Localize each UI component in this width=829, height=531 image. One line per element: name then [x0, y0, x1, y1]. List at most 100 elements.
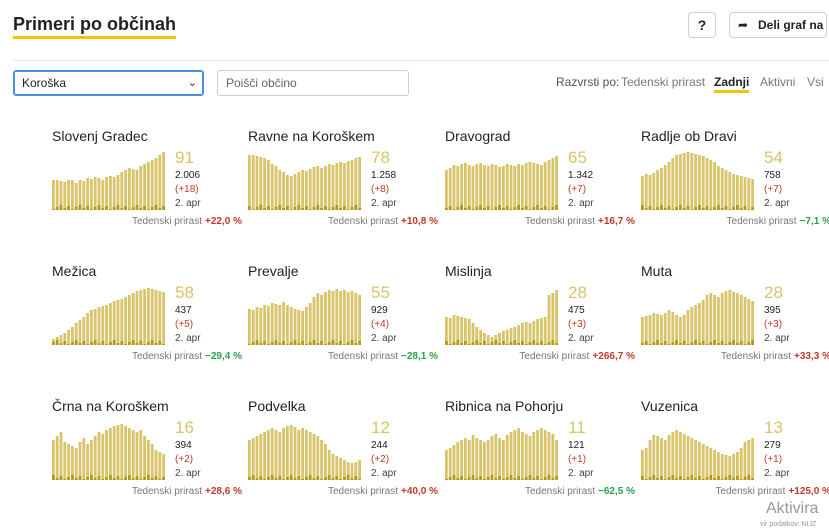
sparkline-new-bar: [131, 340, 135, 345]
sparkline-bar: [278, 170, 282, 210]
sparkline-bar: [460, 440, 463, 480]
weekly-growth-value: −28,1 %: [401, 351, 438, 362]
municipality-name: Slovenj Gradec: [52, 128, 148, 144]
sparkline-new-bar: [690, 342, 694, 345]
sparkline-new-bar: [101, 341, 105, 345]
sparkline-bar: [532, 321, 536, 345]
daily-delta-value: (+8): [371, 184, 390, 195]
sparkline-new-bar: [648, 344, 652, 345]
sparkline-new-bar: [709, 209, 713, 210]
sparkline-bar: [524, 434, 528, 480]
sparkline-new-bar: [354, 205, 358, 210]
municipality-card[interactable]: Radlje ob Dravi 54 758 (+7) 2. apr Tedenski p…: [641, 128, 829, 243]
sparkline-bar: [350, 463, 354, 480]
sparkline-bar: [90, 440, 93, 480]
sparkline-bar: [502, 166, 505, 210]
municipality-card[interactable]: Mežica 58 437 (+5) 2. apr Tedenski prirast −29…: [52, 263, 242, 378]
sparkline-bar: [67, 444, 70, 480]
sparkline-new-bar: [308, 209, 312, 210]
sparkline-bar: [743, 177, 747, 210]
sparkline-bar: [158, 291, 162, 345]
sparkline-bar: [109, 176, 112, 210]
municipality-search-input[interactable]: [217, 70, 409, 96]
sparkline-new-bar: [532, 478, 536, 480]
sparkline-new-bar: [312, 478, 316, 480]
sparkline-new-bar: [543, 206, 547, 210]
sparkline-new-bar: [74, 478, 78, 480]
sparkline-bar: [720, 168, 724, 210]
municipality-card[interactable]: Mislinja 28 475 (+3) 2. apr Tedenski prirast +…: [445, 263, 635, 378]
municipality-card[interactable]: Slovenj Gradec 91 2.006 (+18) 2. apr Tedenski…: [52, 128, 242, 243]
sparkline-bar: [464, 163, 467, 210]
sparkline-new-bar: [663, 341, 667, 345]
sparkline-new-bar: [475, 207, 479, 210]
sort-option-latest[interactable]: Zadnji: [714, 75, 750, 93]
sparkline-new-bar: [517, 205, 520, 210]
active-cases-value: 65: [568, 148, 587, 167]
municipality-card[interactable]: Podvelka 12 244 (+2) 2. apr Tedenski prirast +…: [248, 398, 438, 513]
region-select[interactable]: Koroška ⌄: [13, 70, 204, 96]
sparkline-bar: [90, 310, 93, 345]
sparkline-new-bar: [724, 477, 728, 480]
weekly-growth-value: +33,3 %: [794, 351, 829, 362]
sparkline-bar: [445, 170, 448, 210]
sparkline-new-bar: [448, 206, 452, 210]
municipality-card[interactable]: Prevalje 55 929 (+4) 2. apr Tedenski prirast −…: [248, 263, 438, 378]
sparkline-bar: [335, 456, 339, 480]
municipality-sparkline: [641, 290, 754, 345]
sparkline-bar: [354, 462, 358, 480]
sparkline-new-bar: [471, 475, 475, 480]
sparkline-bar: [452, 165, 456, 210]
sparkline-bar: [717, 297, 720, 345]
sparkline-new-bar: [675, 478, 678, 480]
sparkline-new-bar: [671, 342, 675, 345]
sort-option-active[interactable]: Aktivni: [760, 75, 796, 89]
sparkline-bar: [709, 293, 713, 345]
sparkline-bar: [162, 152, 165, 210]
help-button[interactable]: ?: [688, 12, 716, 38]
municipality-card[interactable]: Črna na Koroškem 16 394 (+2) 2. apr Tedenski …: [52, 398, 242, 513]
sparkline-new-bar: [509, 342, 513, 345]
sparkline-new-bar: [536, 476, 539, 480]
sparkline-new-bar: [486, 344, 490, 345]
municipality-card[interactable]: Vuzenica 13 279 (+1) 2. apr Tedenski prirast +…: [641, 398, 829, 513]
sparkline-bar: [135, 432, 139, 480]
sort-option-weekly-growth[interactable]: Tedenski prirast: [621, 75, 706, 89]
sparkline-bar: [701, 156, 705, 210]
sparkline-bar: [90, 179, 93, 210]
municipality-card[interactable]: Dravograd 65 1.342 (+7) 2. apr Tedenski prira…: [445, 128, 635, 243]
sort-option-all[interactable]: Vsi: [807, 75, 824, 89]
sparkline-new-bar: [274, 207, 278, 210]
share-button[interactable]: ➦ Deli graf na: [729, 12, 827, 38]
sparkline-bar: [116, 300, 120, 345]
sparkline-bar: [648, 440, 652, 480]
sparkline-new-bar: [120, 341, 124, 345]
sparkline-new-bar: [316, 205, 320, 210]
sparkline-bar: [286, 426, 289, 480]
sparkline-bar: [467, 440, 471, 480]
sparkline-new-bar: [143, 477, 146, 480]
daily-delta-value: (+1): [764, 454, 783, 465]
sparkline-new-bar: [555, 343, 558, 345]
total-cases-value: 279: [764, 440, 781, 451]
sparkline-bar: [143, 164, 146, 210]
sparkline-bar: [278, 432, 282, 480]
sparkline-new-bar: [289, 342, 293, 345]
sparkline-new-bar: [86, 206, 89, 210]
municipality-card[interactable]: Ravne na Koroškem 78 1.258 (+8) 2. apr Tedens…: [248, 128, 438, 243]
sparkline-new-bar: [675, 340, 678, 345]
municipality-card[interactable]: Muta 28 395 (+3) 2. apr Tedenski prirast +33,3…: [641, 263, 829, 378]
sparkline-bar: [720, 454, 724, 480]
municipality-card[interactable]: Ribnica na Pohorju 11 121 (+1) 2. apr Tedensk…: [445, 398, 635, 513]
total-cases-value: 1.342: [568, 170, 594, 181]
sparkline-bar: [460, 164, 463, 210]
sparkline-bar: [551, 293, 555, 345]
weekly-growth-value: +10,8 %: [401, 216, 438, 227]
sparkline-bar: [736, 452, 739, 480]
sparkline-new-bar: [452, 475, 456, 480]
sparkline-new-bar: [690, 475, 694, 480]
sparkline-bar: [270, 428, 274, 480]
total-cases-value: 394: [175, 440, 192, 451]
active-cases-value: 78: [371, 148, 390, 167]
sparkline-bar: [690, 153, 694, 210]
